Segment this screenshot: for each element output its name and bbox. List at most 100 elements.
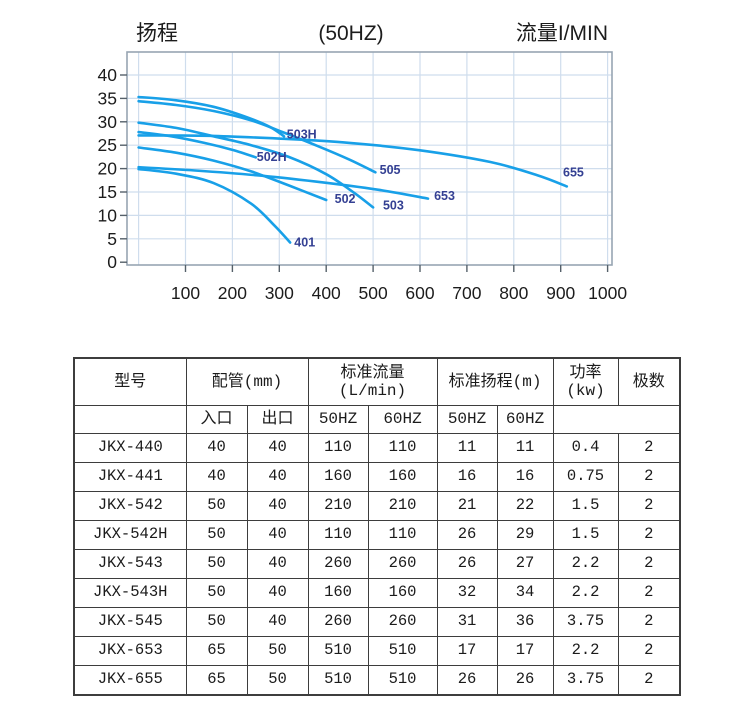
model-cell: JKX-440 bbox=[73, 433, 187, 463]
header-flow-60hz: 60HZ bbox=[367, 405, 438, 434]
header-flow-50hz: 50HZ bbox=[307, 405, 369, 434]
y-tick-label: 15 bbox=[98, 182, 117, 202]
value-cell: 40 bbox=[246, 491, 309, 521]
value-cell: 110 bbox=[307, 433, 369, 463]
value-cell: 2.2 bbox=[552, 636, 619, 666]
header-model: 型号 bbox=[73, 357, 187, 406]
y-tick-label: 0 bbox=[107, 252, 117, 272]
y-axis-title: 扬程 bbox=[136, 22, 178, 45]
value-cell: 260 bbox=[367, 549, 438, 579]
value-cell: 260 bbox=[367, 607, 438, 637]
header-flow-line2: (L/min) bbox=[338, 382, 407, 400]
value-cell: 2.2 bbox=[552, 549, 619, 579]
model-cell: JKX-543H bbox=[73, 578, 187, 608]
x-tick-label: 100 bbox=[171, 283, 200, 303]
value-cell: 3.75 bbox=[552, 665, 619, 696]
axis-ticks bbox=[120, 74, 609, 272]
y-tick-label: 20 bbox=[98, 159, 118, 179]
curve-label-401: 401 bbox=[294, 235, 315, 249]
curve-label-502: 502 bbox=[335, 192, 356, 206]
y-tick-label: 5 bbox=[107, 229, 117, 249]
x-tick-label: 600 bbox=[405, 283, 434, 303]
header-head-60hz: 60HZ bbox=[496, 405, 554, 434]
table-row: JKX-545 50 40 260 260 31 36 3.75 2 bbox=[73, 607, 681, 637]
value-cell: 2 bbox=[617, 607, 681, 637]
value-cell: 26 bbox=[436, 520, 498, 550]
header-model-spacer bbox=[73, 405, 187, 434]
header-power-line1: 功率 bbox=[569, 363, 602, 382]
spec-table-body: JKX-440 40 40 110 110 11 11 0.4 2 JKX-441 40 40 160 1… bbox=[73, 433, 681, 696]
value-cell: 26 bbox=[436, 665, 498, 696]
value-cell: 40 bbox=[246, 549, 309, 579]
x-tick-label: 900 bbox=[546, 283, 575, 303]
model-cell: JKX-543 bbox=[73, 549, 187, 579]
table-row: JKX-543H 50 40 160 160 32 34 2.2 2 bbox=[73, 578, 681, 608]
curve-label-653: 653 bbox=[434, 189, 455, 203]
value-cell: 26 bbox=[496, 665, 554, 696]
curve-label-502H: 502H bbox=[257, 150, 287, 164]
value-cell: 16 bbox=[436, 462, 498, 492]
header-flow-line1: 标准流量 bbox=[340, 363, 405, 382]
header-outlet: 出口 bbox=[246, 405, 309, 434]
curve-labels: 401 502 502H 503 503H 505 653 655 bbox=[257, 128, 584, 250]
model-cell: JKX-655 bbox=[73, 665, 187, 696]
value-cell: 40 bbox=[246, 520, 309, 550]
x-tick-label: 1000 bbox=[588, 283, 627, 303]
curve-label-503: 503 bbox=[383, 198, 404, 212]
pump-curves bbox=[137, 95, 569, 244]
value-cell: 2 bbox=[617, 636, 681, 666]
plot-border bbox=[126, 51, 613, 266]
value-cell: 110 bbox=[307, 520, 369, 550]
value-cell: 3.75 bbox=[552, 607, 619, 637]
value-cell: 1.5 bbox=[552, 491, 619, 521]
value-cell: 160 bbox=[307, 462, 369, 492]
value-cell: 50 bbox=[185, 520, 248, 550]
model-cell: JKX-542H bbox=[73, 520, 187, 550]
value-cell: 160 bbox=[367, 578, 438, 608]
value-cell: 11 bbox=[436, 433, 498, 463]
value-cell: 2 bbox=[617, 433, 681, 463]
model-cell: JKX-545 bbox=[73, 607, 187, 637]
table-row: JKX-655 65 50 510 510 26 26 3.75 2 bbox=[73, 665, 681, 696]
header-inlet: 入口 bbox=[185, 405, 248, 434]
y-tick-label: 40 bbox=[98, 65, 118, 85]
header-power-line2: (kw) bbox=[566, 382, 605, 400]
value-cell: 50 bbox=[246, 665, 309, 696]
chart-frequency-title: (50HZ) bbox=[318, 22, 383, 45]
x-tick-label: 500 bbox=[358, 283, 387, 303]
value-cell: 50 bbox=[246, 636, 309, 666]
value-cell: 2 bbox=[617, 549, 681, 579]
value-cell: 27 bbox=[496, 549, 554, 579]
value-cell: 110 bbox=[367, 520, 438, 550]
value-cell: 29 bbox=[496, 520, 554, 550]
value-cell: 32 bbox=[436, 578, 498, 608]
value-cell: 510 bbox=[307, 636, 369, 666]
y-axis-labels: 0 5 10 15 20 25 30 35 40 bbox=[98, 65, 118, 272]
header-poles: 极数 bbox=[617, 357, 681, 406]
table-row: JKX-441 40 40 160 160 16 16 0.75 2 bbox=[73, 462, 681, 492]
value-cell: 2 bbox=[617, 491, 681, 521]
pump-curve-401 bbox=[137, 167, 292, 244]
value-cell: 40 bbox=[185, 462, 248, 492]
value-cell: 16 bbox=[496, 462, 554, 492]
header-power-poles-spacer bbox=[552, 405, 681, 434]
value-cell: 36 bbox=[496, 607, 554, 637]
value-cell: 40 bbox=[185, 433, 248, 463]
value-cell: 11 bbox=[496, 433, 554, 463]
value-cell: 0.75 bbox=[552, 462, 619, 492]
value-cell: 22 bbox=[496, 491, 554, 521]
value-cell: 510 bbox=[307, 665, 369, 696]
x-tick-label: 700 bbox=[452, 283, 481, 303]
table-row: JKX-542H 50 40 110 110 26 29 1.5 2 bbox=[73, 520, 681, 550]
value-cell: 40 bbox=[246, 607, 309, 637]
value-cell: 50 bbox=[185, 491, 248, 521]
value-cell: 260 bbox=[307, 607, 369, 637]
value-cell: 40 bbox=[246, 578, 309, 608]
value-cell: 510 bbox=[367, 665, 438, 696]
value-cell: 31 bbox=[436, 607, 498, 637]
value-cell: 50 bbox=[185, 578, 248, 608]
value-cell: 21 bbox=[436, 491, 498, 521]
model-cell: JKX-653 bbox=[73, 636, 187, 666]
pump-curve-505 bbox=[137, 99, 377, 174]
